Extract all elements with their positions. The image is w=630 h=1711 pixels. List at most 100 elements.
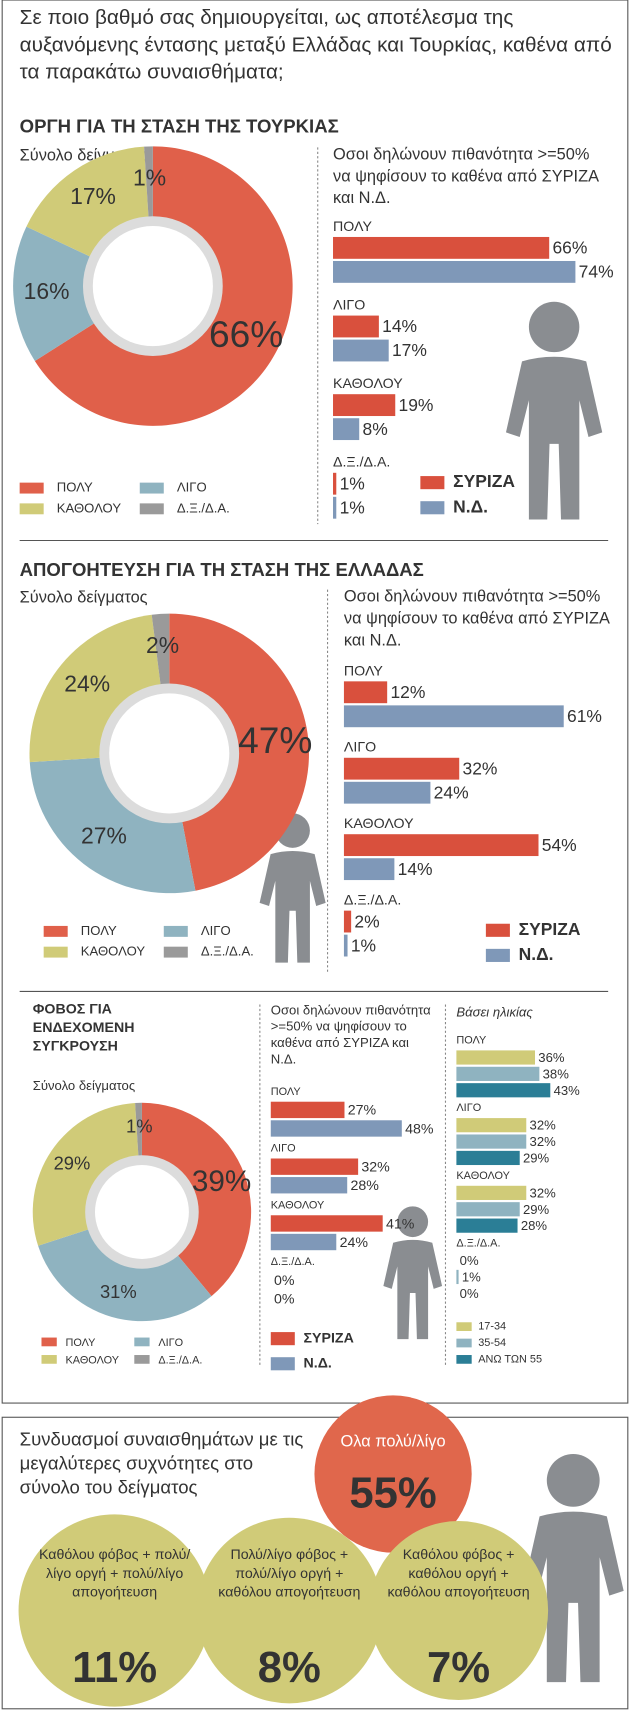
value-label: 54% <box>542 835 577 855</box>
legend-label: Δ.Ξ./Δ.Α. <box>158 1354 202 1366</box>
value-label: 17% <box>392 340 427 360</box>
pie-slice <box>169 613 309 891</box>
legend-swatch <box>139 482 164 494</box>
chart-subtitle: Οσοι δηλώνουν πιθανότητα >=50% να ψηφίσο… <box>333 145 599 208</box>
bar <box>270 1215 383 1232</box>
bar <box>270 1120 402 1137</box>
legend-swatch <box>134 1337 150 1347</box>
combination-value: 8% <box>258 1643 321 1692</box>
value-label: 0% <box>460 1253 479 1268</box>
chart-subtitle-box: Βάσει ηλικίας <box>456 1004 533 1020</box>
bar <box>270 1158 359 1175</box>
value-label: 41% <box>386 1216 415 1232</box>
legend-swatch <box>456 1322 472 1332</box>
legend-label: ΠΟΛΥ <box>57 480 93 495</box>
pie-label: 47% <box>238 719 312 761</box>
bar <box>333 496 337 519</box>
combination-value: 55% <box>349 1468 436 1517</box>
pie-hole <box>109 693 230 814</box>
pie-label: 1% <box>133 165 166 191</box>
bar <box>456 1050 536 1065</box>
combination-circle <box>18 1514 211 1707</box>
legend-swatch <box>270 1357 295 1371</box>
value-label: 61% <box>567 706 602 726</box>
legend-swatch <box>420 476 445 490</box>
combination-value: 7% <box>427 1643 490 1692</box>
legend-label: Ν.Δ. <box>304 1356 332 1372</box>
bar <box>343 757 460 780</box>
legend-swatch <box>41 1337 57 1347</box>
value-label: 38% <box>543 1066 570 1081</box>
bar <box>456 1083 551 1098</box>
chart-subtitle: Σύνολο δείγματος <box>20 589 148 607</box>
bar <box>343 910 352 933</box>
category-label: ΚΑΘΟΛΟΥ <box>456 1170 510 1182</box>
value-label: 74% <box>579 262 614 282</box>
pie-label: 2% <box>146 632 179 658</box>
category-label: ΛΙΓΟ <box>271 1143 296 1155</box>
value-label: 32% <box>463 758 498 778</box>
category-label: ΚΑΘΟΛΟΥ <box>271 1199 325 1211</box>
legend-label: ΣΥΡΙΖΑ <box>519 919 581 939</box>
bar <box>343 781 431 804</box>
combination-value: 11% <box>72 1643 157 1692</box>
pie-label: 27% <box>81 823 127 849</box>
value-label: 36% <box>538 1050 565 1065</box>
combination-label: Καθόλου φόβος + καθόλου οργή + καθόλου α… <box>387 1546 530 1600</box>
question-box: Σε ποιο βαθμό σας δημιουργείται, ως αποτ… <box>20 7 612 85</box>
section-title-box: ΦΟΒΟΣ ΓΙΑ ΕΝΔΕΧΟΜΕΝΗ ΣΥΓΚΡΟΥΣΗ <box>33 1000 135 1054</box>
value-label: 0% <box>274 1292 295 1308</box>
legend-label: Δ.Ξ./Δ.Α. <box>201 944 254 959</box>
pie-label: 39% <box>192 1165 251 1198</box>
chart-subtitle: Σύνολο δείγματος <box>33 1078 135 1093</box>
combination-label-box: Πολύ/λίγο φόβος + πολύ/λίγο οργή + καθόλ… <box>218 1546 361 1600</box>
category-label: ΚΑΘΟΛΟΥ <box>344 816 414 832</box>
bar <box>343 681 388 704</box>
legend-label: ΠΟΛΥ <box>81 923 117 938</box>
legend-swatch <box>456 1355 472 1364</box>
value-label: 32% <box>530 1118 557 1133</box>
combination-label: Καθόλου φόβος + πολύ/λίγο οργή + πολύ/λί… <box>38 1546 191 1600</box>
legend-swatch <box>134 1355 150 1364</box>
chart-subtitle: Οσοι δηλώνουν πιθανότητα >=50% να ψηφίσο… <box>270 1002 431 1067</box>
content: Σε ποιο βαθμό σας δημιουργείται, ως αποτ… <box>13 7 614 1707</box>
bar <box>333 339 389 362</box>
legend-label: 17-34 <box>478 1321 506 1333</box>
legend-swatch <box>19 482 44 494</box>
bar <box>333 418 360 441</box>
category-label: Δ.Ξ./Δ.Α. <box>271 1256 315 1268</box>
category-label: Δ.Ξ./Δ.Α. <box>333 455 390 471</box>
combination-label: Πολύ/λίγο φόβος + πολύ/λίγο οργή + καθόλ… <box>218 1546 361 1600</box>
combinations-frame <box>1 1416 629 1710</box>
category-label: ΛΙΓΟ <box>456 1102 481 1114</box>
value-label: 1% <box>462 1270 481 1285</box>
value-label: 2% <box>354 911 379 931</box>
value-label: 1% <box>351 935 376 955</box>
pie-slice <box>38 1211 212 1322</box>
legend-swatch <box>163 946 188 958</box>
value-label: 1% <box>340 497 365 517</box>
value-label: 43% <box>554 1083 581 1098</box>
value-label: 24% <box>340 1235 369 1251</box>
value-label: 24% <box>434 782 469 802</box>
value-label: 32% <box>530 1134 557 1149</box>
bar <box>456 1134 527 1149</box>
value-label: 32% <box>530 1185 557 1200</box>
chart-subtitle-box: Οσοι δηλώνουν πιθανότητα >=50% να ψηφίσο… <box>270 1002 431 1067</box>
category-label: Δ.Ξ./Δ.Α. <box>344 893 401 909</box>
value-label: 0% <box>274 1273 295 1289</box>
legend-label: ΛΙΓΟ <box>158 1337 183 1349</box>
legend-swatch <box>139 503 164 515</box>
chart-subtitle: Βάσει ηλικίας <box>456 1004 533 1020</box>
legend-swatch <box>485 948 510 962</box>
value-label: 29% <box>523 1202 550 1217</box>
bar <box>456 1218 518 1233</box>
value-label: 1% <box>340 473 365 493</box>
category-label: ΠΟΛΥ <box>333 219 372 235</box>
legend-label: ΑΝΩ ΤΩΝ 55 <box>478 1353 542 1365</box>
legend-label: ΛΙΓΟ <box>177 480 207 495</box>
person-figure <box>505 301 603 520</box>
chart-subtitle-box: Οσοι δηλώνουν πιθανότητα >=50% να ψηφίσο… <box>343 587 610 650</box>
chart-subtitle: Οσοι δηλώνουν πιθανότητα >=50% να ψηφίσο… <box>343 587 610 650</box>
bar <box>270 1101 345 1119</box>
